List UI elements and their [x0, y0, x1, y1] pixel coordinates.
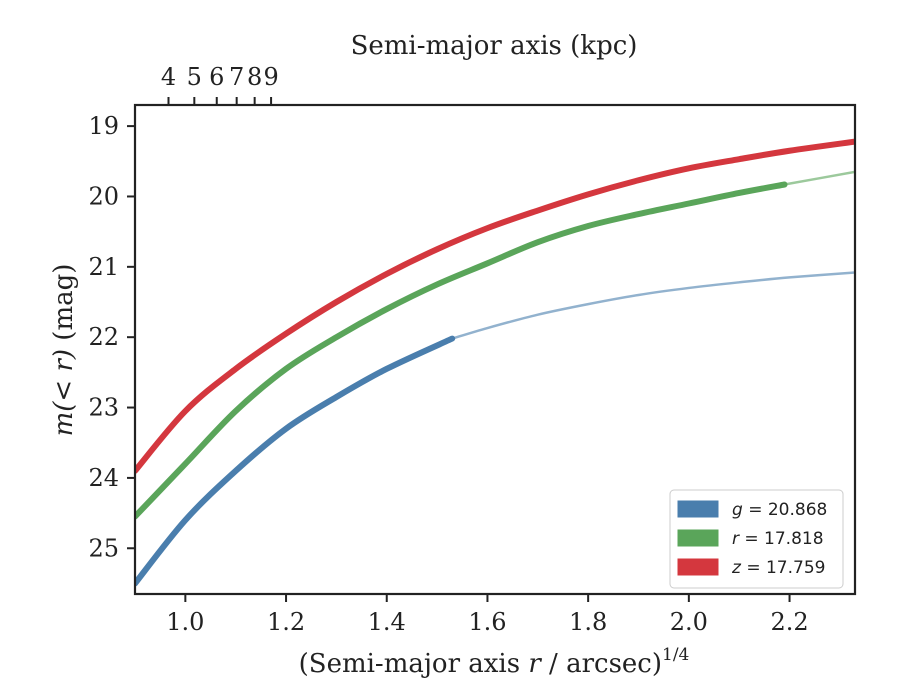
bottom-x-axis: 1.0 1.2 1.4 1.6 1.8 2.0 2.2 [166, 594, 809, 636]
legend-label-z: z = 17.759 [731, 558, 825, 578]
plot-frame [133, 103, 857, 596]
series-r-extrapolated-line [783, 170, 855, 186]
series-g-extrapolated-line [450, 271, 855, 340]
x-tick-label: 2.0 [670, 608, 708, 636]
legend-swatch-r [677, 529, 719, 547]
legend-label-r: r = 17.818 [732, 529, 824, 549]
legend: g = 20.868 r = 17.818 z = 17.759 [669, 489, 844, 589]
x-tick-label: 1.0 [166, 608, 204, 636]
top-x-axis-label: Semi-major axis (kpc) [351, 31, 638, 61]
y-axis: 19 20 21 22 23 24 25 [88, 112, 135, 562]
top-x-tick-label: 6 [209, 63, 224, 91]
legend-swatch-z [677, 558, 719, 576]
x-tick-label: 2.2 [770, 608, 808, 636]
top-x-tick-label: 4 [161, 63, 176, 91]
y-tick-label: 21 [88, 253, 119, 281]
y-tick-label: 25 [88, 534, 119, 562]
top-x-tick-label: 7 [229, 63, 244, 91]
series-z-line [135, 138, 855, 474]
y-tick-label: 20 [88, 182, 119, 210]
series-layer [135, 138, 855, 587]
y-tick-label: 19 [88, 112, 119, 140]
y-axis-label: m(< r) (mag) [49, 264, 79, 437]
top-x-tick-label: 5 [187, 63, 202, 91]
series-g-line [135, 335, 456, 587]
y-tick-label: 22 [88, 323, 119, 351]
x-tick-label: 1.2 [267, 608, 305, 636]
top-x-tick-label: 8 [247, 63, 262, 91]
legend-swatch-g [677, 500, 719, 518]
y-tick-label: 23 [88, 394, 119, 422]
top-x-tick-label: 9 [263, 63, 278, 91]
x-axis-label: (Semi-major axis r / arcsec)1/4 [299, 645, 690, 679]
series-r-line [135, 181, 788, 520]
legend-label-g: g = 20.868 [732, 500, 827, 520]
x-tick-label: 1.8 [569, 608, 607, 636]
x-tick-label: 1.6 [468, 608, 506, 636]
x-tick-label: 1.4 [368, 608, 406, 636]
y-tick-label: 24 [88, 464, 119, 492]
